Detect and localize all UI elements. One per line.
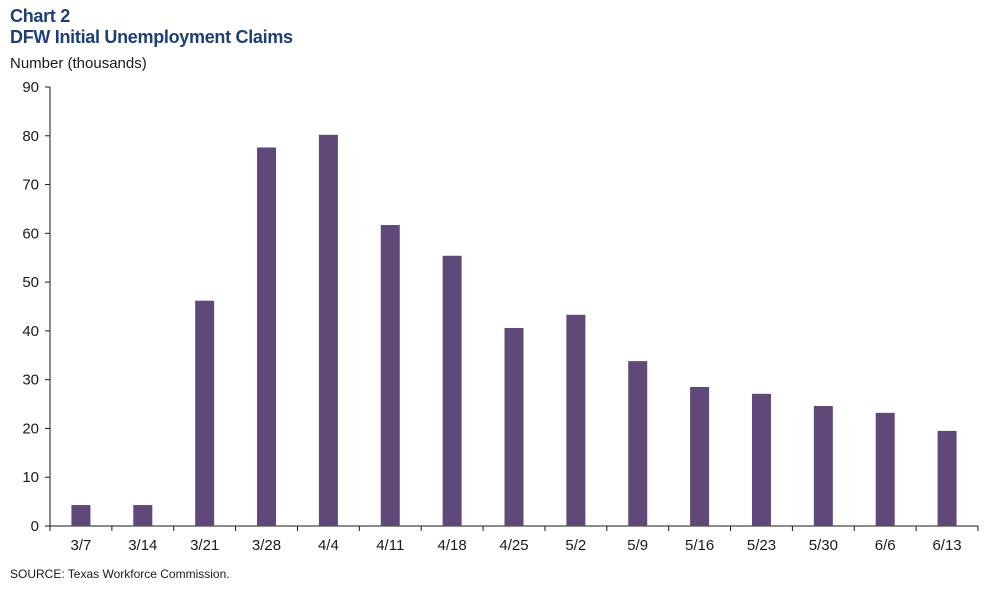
x-tick-label: 4/11 xyxy=(376,537,404,554)
x-tick-label: 4/25 xyxy=(499,537,528,554)
bar xyxy=(195,300,215,526)
bar xyxy=(813,406,833,526)
x-tick-label: 5/23 xyxy=(747,537,776,554)
x-tick-label: 3/28 xyxy=(252,537,281,554)
y-tick-label: 90 xyxy=(22,79,39,96)
bar xyxy=(133,505,153,526)
x-tick-label: 5/30 xyxy=(809,537,838,554)
x-tick-label: 5/9 xyxy=(627,537,648,554)
y-tick-label: 10 xyxy=(22,469,39,486)
x-tick-label: 3/7 xyxy=(71,537,92,554)
y-tick-label: 80 xyxy=(22,128,39,145)
bar xyxy=(751,393,771,526)
x-tick-label: 3/21 xyxy=(190,537,219,554)
y-tick-label: 30 xyxy=(22,372,39,389)
bar xyxy=(504,327,524,526)
bar xyxy=(71,505,91,526)
x-tick-label: 4/4 xyxy=(318,537,339,554)
y-tick-label: 40 xyxy=(22,323,39,340)
source-note: SOURCE: Texas Workforce Commission. xyxy=(10,567,230,581)
x-tick-label: 6/13 xyxy=(932,537,961,554)
bar xyxy=(875,412,895,526)
bar xyxy=(442,255,462,526)
y-tick-label: 70 xyxy=(22,177,39,194)
chart-title-line2: DFW Initial Unemployment Claims xyxy=(10,27,293,47)
bars xyxy=(71,134,957,527)
bar xyxy=(690,386,710,526)
bar xyxy=(257,147,277,527)
y-tick-label: 0 xyxy=(31,518,39,535)
x-tick-label: 6/6 xyxy=(875,537,896,554)
x-tick-label: 4/18 xyxy=(438,537,467,554)
y-axis: 0 10 20 30 40 50 60 70 80 90 xyxy=(22,79,51,535)
x-tick-label: 5/16 xyxy=(685,537,714,554)
y-tick-label: 60 xyxy=(22,225,39,242)
bar xyxy=(318,134,338,526)
x-tick-label: 5/2 xyxy=(565,537,586,554)
y-axis-label: Number (thousands) xyxy=(10,55,147,72)
x-axis: 3/7 3/14 3/21 3/28 4/4 4/11 4/18 4/25 5/2 5/9 5/16… xyxy=(49,525,979,554)
x-tick-label: 3/14 xyxy=(128,537,157,554)
bar xyxy=(380,225,400,526)
y-tick-label: 20 xyxy=(22,420,39,437)
bar xyxy=(566,314,586,526)
chart-title-line1: Chart 2 xyxy=(10,6,70,26)
y-tick-label: 50 xyxy=(22,274,39,291)
bar xyxy=(937,430,957,526)
bar xyxy=(628,361,648,526)
